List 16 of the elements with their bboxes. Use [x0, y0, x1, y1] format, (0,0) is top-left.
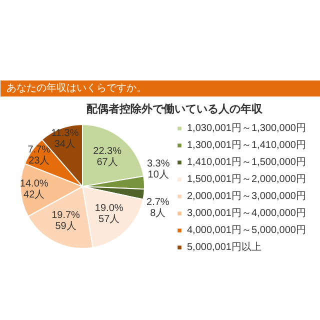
legend-label: 1,410,001円～1,500,000円	[187, 156, 306, 169]
data-label: 2.7% 8人	[146, 197, 170, 220]
legend-label: 1,030,001円～1,300,000円	[187, 122, 306, 135]
data-label: 19.0% 57人	[94, 203, 124, 226]
text: あなたの年収はいくらですか。	[6, 82, 146, 94]
data-label: 3.3% 10人	[146, 158, 170, 181]
legend-label: 5,000,001円以上	[187, 240, 262, 254]
legend-label: 4,000,001円～5,000,000円	[187, 224, 306, 237]
legend-label: 1,300,001円～1,410,000円	[187, 139, 306, 152]
legend-label: 2,000,001円～3,000,000円	[187, 190, 306, 203]
data-label: 11.3% 34人	[51, 128, 79, 150]
data-label: 19.7% 59人	[52, 210, 80, 232]
data-label: 22.3% 67人	[93, 146, 122, 168]
legend-label: 1,500,001円～2,000,000円	[187, 173, 306, 186]
chart-title: 配偶者控除外で働いている人の年収	[86, 102, 264, 116]
legend-label: 3,000,001円～4,000,000円	[187, 207, 306, 220]
